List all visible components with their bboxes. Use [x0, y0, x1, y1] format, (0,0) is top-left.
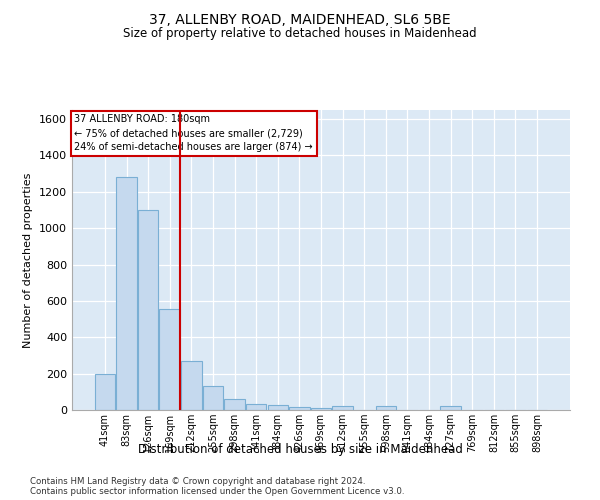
- Bar: [116, 178, 137, 410]
- Text: Contains HM Land Registry data © Crown copyright and database right 2024.: Contains HM Land Registry data © Crown c…: [30, 478, 365, 486]
- Bar: [289, 408, 310, 410]
- Y-axis label: Number of detached properties: Number of detached properties: [23, 172, 34, 348]
- Text: Distribution of detached houses by size in Maidenhead: Distribution of detached houses by size …: [137, 442, 463, 456]
- Bar: [224, 399, 245, 410]
- Bar: [268, 406, 288, 410]
- Text: Contains public sector information licensed under the Open Government Licence v3: Contains public sector information licen…: [30, 488, 404, 496]
- Bar: [138, 210, 158, 410]
- Bar: [440, 406, 461, 410]
- Bar: [311, 408, 331, 410]
- Bar: [95, 374, 115, 410]
- Text: 37, ALLENBY ROAD, MAIDENHEAD, SL6 5BE: 37, ALLENBY ROAD, MAIDENHEAD, SL6 5BE: [149, 12, 451, 26]
- Bar: [160, 309, 180, 410]
- Bar: [203, 386, 223, 410]
- Bar: [376, 406, 396, 410]
- Text: Size of property relative to detached houses in Maidenhead: Size of property relative to detached ho…: [123, 28, 477, 40]
- Text: 37 ALLENBY ROAD: 180sqm
← 75% of detached houses are smaller (2,729)
24% of semi: 37 ALLENBY ROAD: 180sqm ← 75% of detache…: [74, 114, 313, 152]
- Bar: [181, 361, 202, 410]
- Bar: [246, 404, 266, 410]
- Bar: [332, 406, 353, 410]
